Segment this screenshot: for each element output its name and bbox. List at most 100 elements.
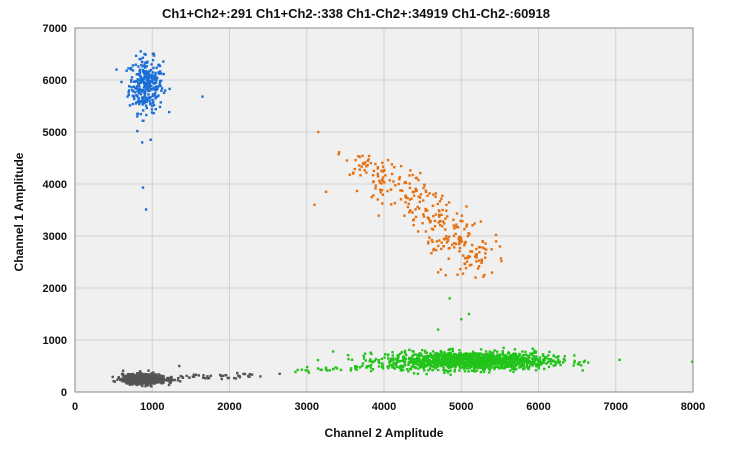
data-point [247, 375, 250, 378]
data-point [414, 215, 418, 219]
data-point [115, 68, 118, 71]
data-point [487, 365, 490, 368]
data-point [121, 369, 125, 372]
data-point [377, 365, 381, 368]
data-point [396, 359, 399, 363]
data-point [139, 112, 143, 116]
data-point [475, 256, 478, 259]
data-point [487, 357, 491, 360]
data-point [518, 362, 521, 365]
data-point [331, 350, 335, 353]
data-point [455, 363, 458, 366]
data-point [173, 378, 177, 382]
data-point [381, 176, 385, 179]
data-point [278, 372, 281, 375]
data-point [150, 108, 154, 111]
y-tick-label: 4000 [43, 179, 67, 191]
data-point [144, 76, 147, 79]
data-point [142, 109, 145, 112]
data-point [171, 379, 174, 382]
data-point [533, 358, 536, 361]
data-point [130, 86, 133, 89]
data-point [466, 363, 469, 366]
data-point [556, 355, 559, 359]
data-point [457, 242, 461, 246]
data-point [225, 374, 228, 377]
data-point [463, 228, 466, 231]
data-point [160, 378, 164, 382]
data-point [140, 77, 144, 80]
data-point [452, 234, 456, 238]
data-point [149, 374, 153, 378]
data-point [390, 172, 394, 176]
data-point [434, 195, 437, 198]
data-point [134, 379, 137, 382]
data-point [515, 355, 519, 359]
data-point [450, 365, 453, 369]
data-point [523, 357, 526, 360]
data-point [530, 361, 534, 364]
data-point [444, 369, 448, 372]
data-point [151, 98, 154, 102]
data-point [149, 68, 153, 72]
x-tick-label: 6000 [526, 401, 550, 413]
data-point [227, 376, 231, 380]
data-point [543, 358, 546, 361]
data-point [479, 360, 483, 363]
data-point [259, 375, 262, 378]
data-point [381, 367, 385, 370]
data-point [159, 72, 163, 75]
data-point [140, 374, 143, 378]
data-point [519, 357, 523, 360]
data-point [454, 232, 457, 236]
data-point [144, 372, 147, 376]
data-point [434, 367, 437, 370]
data-point [484, 360, 487, 363]
data-point [453, 357, 456, 360]
data-point [328, 369, 331, 372]
data-point [510, 359, 513, 362]
data-point [141, 103, 144, 106]
data-point [432, 193, 435, 196]
data-point [396, 357, 400, 360]
data-point [381, 179, 385, 182]
data-point [164, 89, 167, 92]
data-point [467, 370, 470, 373]
data-point [335, 367, 339, 370]
data-point [442, 356, 446, 360]
data-point [388, 362, 391, 365]
data-point [479, 366, 483, 370]
data-point [496, 355, 500, 358]
data-point [473, 362, 476, 365]
data-point [442, 245, 445, 248]
data-point [552, 354, 555, 358]
data-point [150, 381, 154, 384]
data-point [435, 354, 439, 358]
data-point [157, 63, 160, 67]
data-point [453, 227, 456, 230]
data-point [397, 355, 400, 358]
data-point [543, 361, 546, 364]
data-point [508, 362, 511, 365]
data-point [484, 256, 487, 259]
data-point [521, 362, 524, 365]
data-point [139, 50, 142, 53]
data-point [537, 367, 540, 370]
data-point [440, 247, 443, 251]
data-point [142, 378, 145, 381]
data-point [162, 60, 165, 63]
data-point [494, 233, 498, 237]
data-point [147, 72, 151, 75]
data-point [421, 349, 424, 352]
data-point [463, 244, 466, 247]
data-point [399, 366, 402, 369]
data-point [468, 359, 471, 362]
data-point [150, 84, 153, 88]
data-point [439, 349, 442, 353]
data-point [167, 383, 171, 387]
data-point [153, 375, 157, 378]
data-point [556, 360, 559, 363]
data-point [515, 357, 518, 360]
data-point [378, 179, 381, 183]
data-point [451, 347, 454, 350]
